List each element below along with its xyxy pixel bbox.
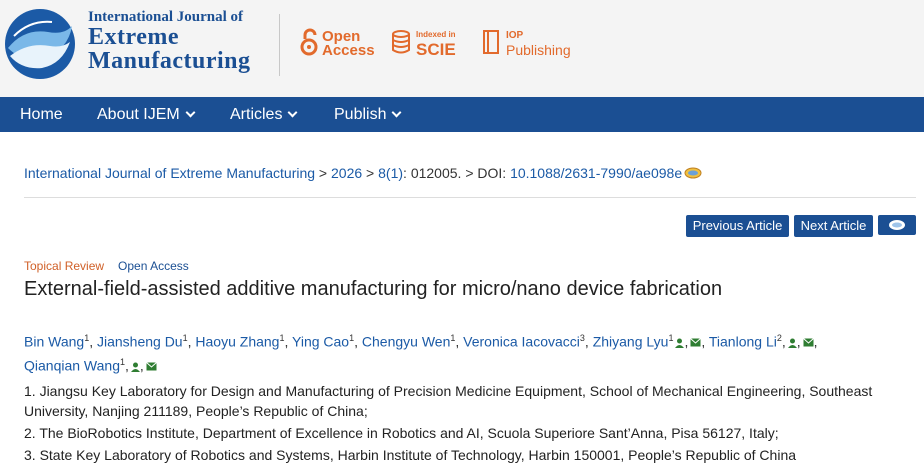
nav-about[interactable]: About IJEM (97, 97, 196, 132)
nav-home[interactable]: Home (20, 97, 63, 132)
site-header: International Journal of Extreme Manufac… (0, 0, 924, 97)
article-type-tag: Topical Review (24, 259, 105, 273)
author-list: Bin Wang1, Jiansheng Du1, Haoyu Zhang1, … (24, 333, 818, 374)
affiliation-list: 1. Jiangsu Key Laboratory for Design and… (24, 381, 904, 467)
journal-title-line2: Extreme (88, 24, 180, 50)
author-link[interactable]: Jiansheng Du (96, 333, 183, 350)
email-icon[interactable] (802, 338, 814, 347)
journal-title-line1: International Journal of (88, 9, 244, 25)
person-icon (787, 338, 797, 348)
breadcrumb-divider (24, 197, 916, 198)
chevron-down-icon (392, 107, 402, 118)
badge-iop-text: IOP (506, 30, 524, 41)
breadcrumb-year-link[interactable]: 2026 (331, 165, 363, 181)
open-lock-icon (300, 28, 318, 56)
author-link[interactable]: Qianqian Wang (24, 357, 120, 374)
author-affiliation-marker: 2 (776, 333, 782, 343)
breadcrumb-journal-link[interactable]: International Journal of Extreme Manufac… (24, 165, 316, 181)
author-affiliation-marker: 1 (119, 356, 125, 367)
doi-badge-icon[interactable] (684, 165, 702, 179)
affiliation-item: 2. The BioRobotics Institute, Department… (24, 425, 779, 441)
author-link[interactable]: Ying Cao (292, 333, 350, 350)
author-link[interactable]: Chengyu Wen (361, 333, 451, 350)
main-nav: Home About IJEM Articles Publish (0, 97, 924, 132)
nav-articles[interactable]: Articles (230, 97, 298, 132)
chevron-down-icon (185, 107, 196, 118)
email-icon[interactable] (690, 338, 702, 347)
nav-articles-label: Articles (230, 106, 283, 123)
scie-badge[interactable]: Indexed in SCIE (392, 28, 456, 61)
article-title: External-field-assisted additive manufac… (24, 278, 723, 300)
badge-indexed-text: Indexed in (416, 30, 456, 39)
badge-open-text: Open (322, 28, 361, 45)
header-divider (279, 14, 280, 76)
author-affiliation-marker: 1 (668, 333, 674, 343)
person-icon (675, 338, 685, 348)
breadcrumb-article-number: : 012005. (403, 165, 462, 181)
previous-article-button[interactable]: Previous Article (686, 215, 789, 237)
share-icon-button[interactable] (878, 215, 916, 235)
author-link[interactable]: Zhiyang Lyu (592, 333, 669, 350)
breadcrumb-separator: > (362, 165, 379, 181)
article-tags: Topical Review Open Access (24, 259, 189, 273)
author-link[interactable]: Haoyu Zhang (195, 333, 280, 350)
nav-about-label: About IJEM (97, 106, 180, 123)
author-affiliation-marker: 3 (579, 333, 585, 343)
badge-publishing-text: Publishing (506, 42, 571, 58)
author-affiliation-marker: 1 (84, 333, 90, 343)
author-link[interactable]: Veronica Iacovacci (463, 333, 580, 350)
author-affiliation-marker: 1 (279, 333, 285, 343)
nav-publish[interactable]: Publish (334, 97, 402, 132)
breadcrumb-issue-link[interactable]: 8(1) (378, 165, 404, 181)
nav-home-label: Home (20, 106, 63, 123)
badge-scie-text: SCIE (416, 40, 456, 59)
badge-access-text: Access (322, 42, 375, 59)
author-link[interactable]: Bin Wang (24, 333, 85, 350)
breadcrumb: International Journal of Extreme Manufac… (24, 165, 702, 181)
person-icon (130, 362, 140, 372)
journal-logo-icon[interactable] (4, 8, 76, 80)
author-affiliation-marker: 1 (349, 333, 355, 343)
share-icon (889, 220, 905, 230)
affiliation-item: 1. Jiangsu Key Laboratory for Design and… (24, 383, 873, 419)
author-affiliation-marker: 1 (182, 333, 188, 343)
breadcrumb-doi-label: > DOI: (461, 165, 511, 181)
database-icon (392, 30, 410, 54)
affiliation-item: 3. State Key Laboratory of Robotics and … (24, 447, 797, 463)
doi-link[interactable]: 10.1088/2631-7990/ae098e (510, 165, 683, 181)
open-access-badge[interactable]: Open Access (300, 28, 375, 61)
iop-publishing-badge[interactable]: IOP Publishing (482, 28, 571, 61)
journal-title-line3: Manufacturing (88, 48, 251, 74)
book-icon (483, 30, 499, 54)
breadcrumb-separator: > (315, 165, 332, 181)
next-article-button[interactable]: Next Article (794, 215, 873, 237)
author-affiliation-marker: 1 (450, 333, 456, 343)
email-icon[interactable] (145, 362, 157, 371)
author-link[interactable]: Tianlong Li (708, 333, 777, 350)
open-access-tag: Open Access (118, 259, 189, 273)
chevron-down-icon (288, 107, 298, 118)
nav-publish-label: Publish (334, 106, 387, 123)
journal-title[interactable]: International Journal of Extreme Manufac… (88, 9, 251, 73)
